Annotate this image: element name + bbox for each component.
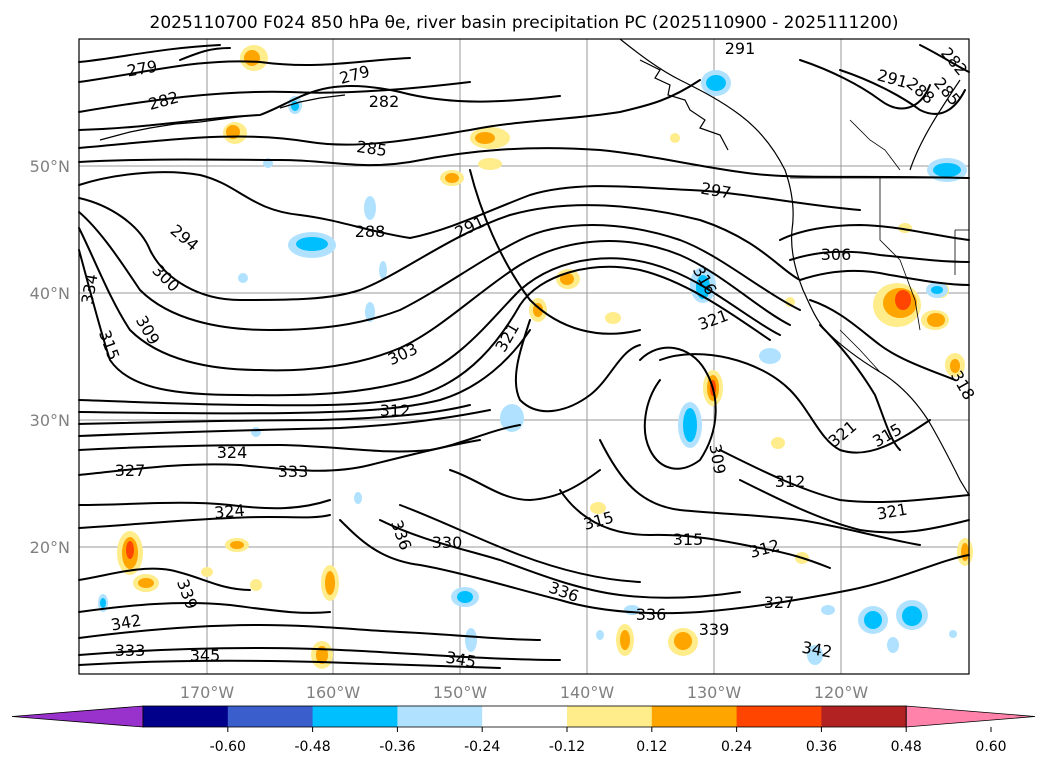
contour-label: 324 bbox=[213, 501, 245, 523]
colorbar-outline bbox=[142, 705, 907, 728]
contour-label: 324 bbox=[217, 443, 248, 462]
map-frame bbox=[78, 38, 970, 675]
lon-label-150w: 150°W bbox=[433, 683, 488, 702]
figure-title: 2025110700 F024 850 hPa θe, river basin … bbox=[150, 13, 899, 33]
colorbar-segment bbox=[821, 706, 907, 727]
contour-label: 315 bbox=[673, 530, 704, 549]
contour-label: 312 bbox=[380, 401, 411, 420]
colorbar-tick-label: 0.12 bbox=[636, 739, 667, 755]
colorbar-tick-label: 0.24 bbox=[721, 739, 752, 755]
map-panel: 279 282 279 282 285 291 291 288 285 282 … bbox=[78, 38, 979, 675]
contour-label: 327 bbox=[764, 593, 795, 612]
lon-label-140w: 140°W bbox=[560, 683, 615, 702]
colorbar-segment bbox=[312, 706, 398, 727]
contour-label: 327 bbox=[115, 461, 146, 480]
contour-label: 288 bbox=[355, 222, 386, 241]
colorbar-extend-max bbox=[905, 705, 1036, 728]
contour-label: 333 bbox=[278, 462, 309, 481]
lat-label-20n: 20°N bbox=[30, 538, 70, 557]
lon-label-120w: 120°W bbox=[814, 683, 869, 702]
colorbar-tick-label: -0.24 bbox=[464, 739, 500, 755]
colorbar-segment bbox=[567, 706, 653, 727]
lat-label-50n: 50°N bbox=[30, 157, 70, 176]
precip-patch-positive bbox=[117, 45, 973, 669]
colorbar-segment bbox=[482, 706, 568, 727]
lat-label-40n: 40°N bbox=[30, 284, 70, 303]
contour-label: 336 bbox=[636, 605, 667, 624]
precip-patch-negative bbox=[98, 70, 967, 665]
contour-label: 339 bbox=[699, 620, 730, 639]
contour-label: 330 bbox=[432, 533, 463, 552]
contour-label: 345 bbox=[190, 646, 221, 665]
colorbar-tick-label: 0.60 bbox=[975, 739, 1006, 755]
contour-label: 291 bbox=[725, 39, 756, 58]
colorbar-tick-label: 0.36 bbox=[806, 739, 837, 755]
contour-label: 333 bbox=[115, 641, 146, 660]
theta-e-contours bbox=[78, 44, 970, 669]
lon-labels: 170°W 160°W 150°W 140°W 130°W 120°W bbox=[180, 683, 869, 702]
colorbar-tick-label: 0.48 bbox=[891, 739, 922, 755]
lat-label-30n: 30°N bbox=[30, 411, 70, 430]
coastlines bbox=[99, 38, 970, 496]
precip-patches bbox=[98, 45, 973, 669]
lon-label-160w: 160°W bbox=[306, 683, 361, 702]
colorbar: -0.60 -0.48 -0.36 -0.24 -0.12 0.12 0.24 0.36 0.4… bbox=[11, 705, 1036, 755]
colorbar-segment bbox=[397, 706, 483, 727]
colorbar-tick-label: -0.60 bbox=[210, 739, 246, 755]
colorbar-segment bbox=[227, 706, 314, 727]
contour-label: 285 bbox=[355, 137, 388, 160]
contour-label: 306 bbox=[821, 245, 852, 264]
contour-label: 282 bbox=[369, 92, 400, 111]
contour-labels: 279 282 279 282 285 291 291 288 285 282 … bbox=[78, 39, 979, 672]
colorbar-segment bbox=[651, 706, 738, 727]
colorbar-extend-min bbox=[11, 705, 144, 728]
colorbar-segment bbox=[143, 706, 229, 727]
lon-label-170w: 170°W bbox=[180, 683, 235, 702]
lon-label-130w: 130°W bbox=[687, 683, 742, 702]
contour-label: 312 bbox=[775, 472, 806, 491]
colorbar-tick-label: -0.48 bbox=[294, 739, 330, 755]
colorbar-tick-label: -0.12 bbox=[549, 739, 585, 755]
lat-labels: 50°N 40°N 30°N 20°N bbox=[30, 157, 70, 557]
colorbar-segment bbox=[736, 706, 822, 727]
map-background bbox=[79, 39, 969, 674]
colorbar-tick-label: -0.36 bbox=[379, 739, 415, 755]
